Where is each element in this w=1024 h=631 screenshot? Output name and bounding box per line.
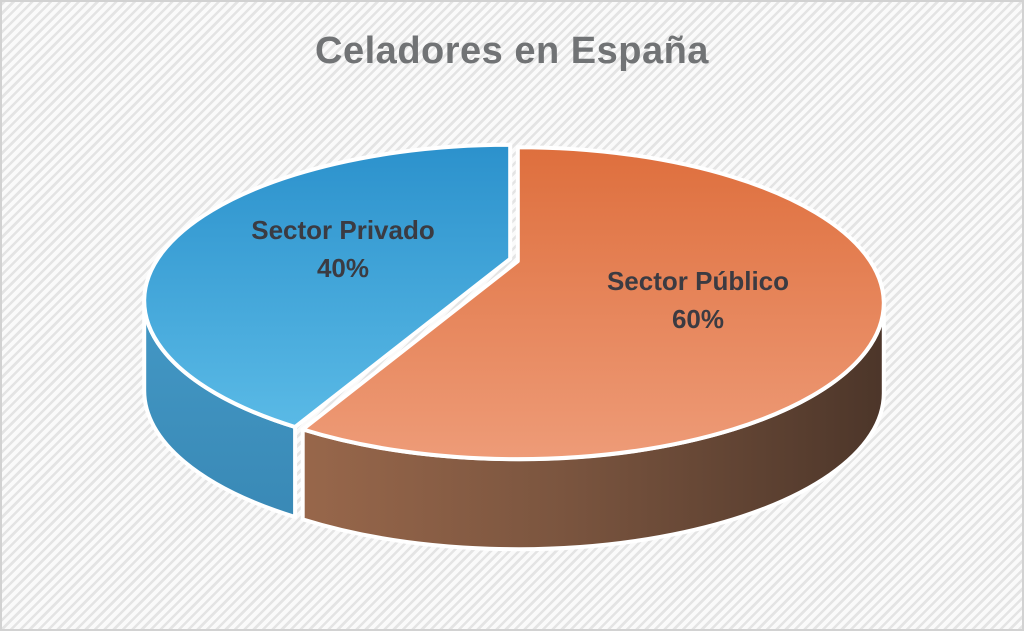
pie-slice-sector-publico-top	[300, 145, 886, 462]
slice-percent-sector-publico: 60%	[672, 304, 724, 334]
slice-percent-sector-privado: 40%	[317, 253, 369, 283]
slice-label-sector-privado: Sector Privado	[251, 215, 435, 245]
pie-slice-sector-privado-top	[142, 142, 513, 429]
slice-label-sector-publico: Sector Público	[607, 266, 789, 296]
chart-title: Celadores en España	[315, 30, 709, 72]
